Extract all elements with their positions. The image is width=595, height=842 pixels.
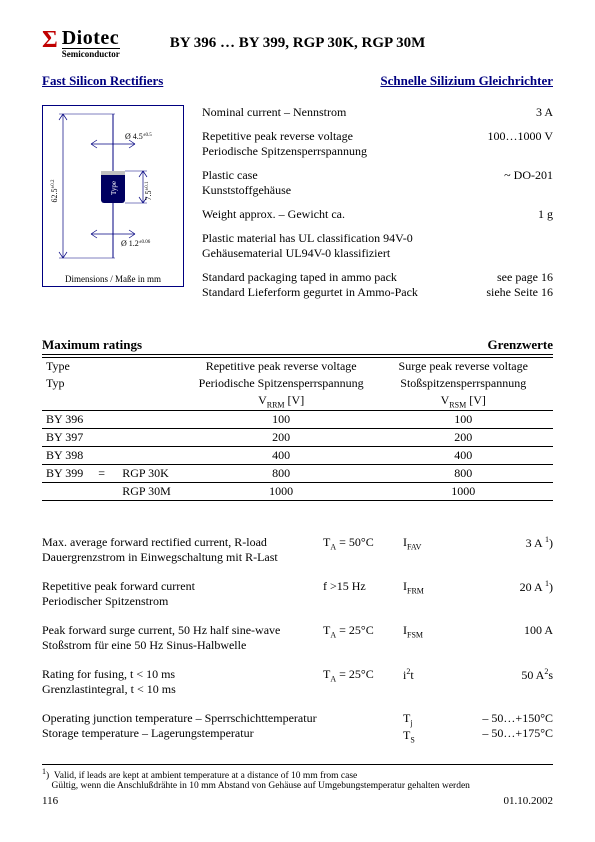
page-number: 116: [42, 795, 58, 807]
svg-text:Type: Type: [110, 181, 118, 195]
section-left: Fast Silicon Rectifiers: [42, 73, 163, 89]
table-row: BY 399 =RGP 30K800800: [42, 465, 553, 483]
table-row: BY 396100100: [42, 411, 553, 429]
spec-row: Nominal current – Nennstrom3 A: [202, 105, 553, 120]
header: Ʃ Diotec Semiconductor BY 396 … BY 399, …: [42, 28, 553, 59]
logo-name: Diotec: [62, 28, 120, 48]
section-right: Schnelle Silizium Gleichrichter: [380, 73, 553, 89]
param-row: Peak forward surge current, 50 Hz half s…: [42, 623, 553, 653]
spec-row: Repetitive peak reverse voltagePeriodisc…: [202, 129, 553, 159]
logo-sub: Semiconductor: [62, 48, 120, 59]
spec-list: Nominal current – Nennstrom3 A Repetitive…: [202, 105, 553, 309]
dimension-diagram: Type Ø 4.5±0.5 Ø 1.2±0.06: [42, 105, 184, 287]
param-row: Operating junction temperature – Sperrsc…: [42, 711, 553, 744]
page-title: BY 396 … BY 399, RGP 30K, RGP 30M: [170, 35, 426, 52]
table-row: BY 397200200: [42, 429, 553, 447]
spec-row: Standard packaging taped in ammo packSta…: [202, 270, 553, 300]
footnote: 1) Valid, if leads are kept at ambient t…: [42, 767, 553, 791]
param-row: Max. average forward rectified current, …: [42, 535, 553, 565]
table-row: BY 398400400: [42, 447, 553, 465]
logo: Ʃ Diotec Semiconductor: [42, 28, 120, 59]
logo-icon: Ʃ: [42, 28, 62, 52]
svg-text:Ø 4.5±0.5: Ø 4.5±0.5: [125, 132, 152, 141]
diagram-caption: Dimensions / Maße in mm: [43, 274, 183, 284]
param-row: Repetitive peak forward currentPeriodisc…: [42, 579, 553, 609]
param-row: Rating for fusing, t < 10 msGrenzlastint…: [42, 667, 553, 697]
ratings-head-left: Maximum ratings: [42, 337, 142, 353]
spec-row: Weight approx. – Gewicht ca.1 g: [202, 207, 553, 222]
svg-text:7.5±0.1: 7.5±0.1: [144, 181, 153, 200]
page-date: 01.10.2002: [504, 795, 554, 807]
spec-row: Plastic caseKunststoffgehäuse~ DO-201: [202, 168, 553, 198]
spec-row: Plastic material has UL classification 9…: [202, 231, 553, 261]
ratings-table: Type Repetitive peak reverse voltage Sur…: [42, 357, 553, 501]
table-row: RGP 30M10001000: [42, 483, 553, 501]
ratings-head-right: Grenzwerte: [488, 337, 553, 353]
svg-text:Ø 1.2±0.06: Ø 1.2±0.06: [121, 239, 151, 248]
parameters: Max. average forward rectified current, …: [42, 535, 553, 744]
svg-text:62.5±0.2: 62.5±0.2: [50, 179, 59, 202]
